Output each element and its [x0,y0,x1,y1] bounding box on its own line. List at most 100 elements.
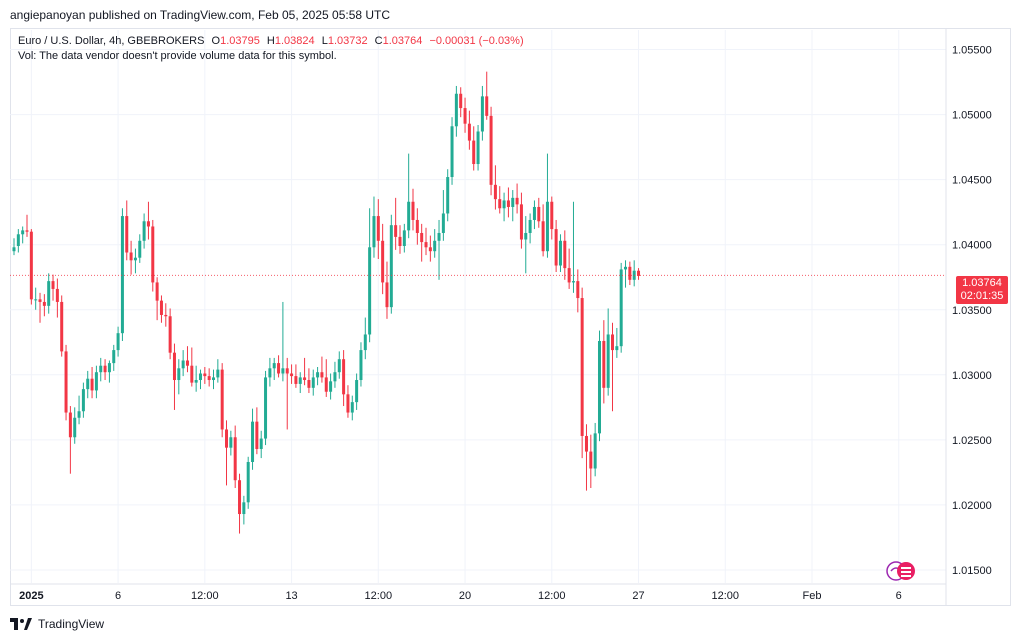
candle [107,360,111,383]
candle-body [606,334,610,388]
candle-body [424,242,428,248]
candle [177,359,181,395]
candle-body [433,240,437,252]
candle [550,196,554,240]
candle-body [350,402,354,413]
candle-body [12,247,16,252]
candle [142,213,146,249]
flags-badge-icon[interactable] [886,558,920,584]
candle [519,192,523,249]
candle [584,424,588,491]
candle [198,369,202,390]
candle [611,322,615,412]
last-price-value: 1.03764 [962,277,1002,289]
candle-body [207,376,211,381]
candle [190,347,194,387]
candle [138,234,142,263]
candle [563,230,567,280]
candle [316,367,320,386]
y-tick-label: 1.04000 [952,240,992,252]
candle-body [146,221,150,227]
candle [628,261,632,286]
candle-body [493,184,497,200]
candle [116,326,120,357]
candle-body [68,412,72,438]
candle [42,294,46,317]
candle-body [129,252,133,261]
candle-body [203,373,207,377]
candle-body [628,266,632,280]
candle-body [537,206,541,222]
candle-body [389,225,393,308]
candle-body [155,282,159,301]
candle [576,269,580,313]
candle [203,367,207,384]
candle [502,192,506,222]
candle [580,287,584,459]
candle-body [446,177,450,214]
chart-frame[interactable] [10,28,1011,606]
candle-body [463,108,467,124]
candle-body [593,433,597,469]
candle-body [355,380,359,403]
candle [112,344,116,371]
candle-body [602,340,606,388]
candle-body [584,435,588,452]
candle-body [459,93,463,109]
candle-body [554,229,558,266]
candle-body [112,350,116,364]
x-tick-label: 2025 [19,590,43,602]
x-tick-label: 12:00 [712,590,740,602]
change-value: −0.00031 (−0.03%) [429,35,524,47]
candle-body [90,378,94,391]
candle-body [316,372,320,378]
candle-body [185,360,189,366]
candles [12,71,641,534]
candle-body [563,240,567,269]
candle [21,226,25,244]
x-tick-label: 12:00 [365,590,393,602]
candle-body [190,365,194,383]
candle-body [47,281,51,306]
candle [212,369,216,390]
tradingview-logo-icon [10,618,32,630]
candle [511,190,515,222]
candle-body [398,236,402,246]
candle-body [441,213,445,233]
candle [324,359,328,397]
close-value: 1.03764 [382,35,423,47]
candle-body [402,230,406,246]
candle [450,117,454,185]
candle [168,308,172,360]
candle-body [25,230,29,232]
candle [571,201,575,293]
candle-body [363,334,367,351]
candle [60,295,64,357]
candle-body [194,380,198,383]
candle-body [368,247,372,335]
candle [459,87,463,118]
candle [294,364,298,388]
candle-body [303,377,307,381]
candle [637,268,641,280]
candle [472,126,476,171]
footer-branding: TradingView [10,617,104,631]
candle [68,406,72,474]
candle [467,110,471,150]
x-tick-label: 27 [632,590,644,602]
candle [394,197,398,250]
candle-body [99,365,103,373]
candle [558,234,562,273]
candle-body [233,437,237,481]
candle [485,71,489,120]
candle [220,363,224,438]
candle-body [329,381,333,392]
candle [277,355,281,378]
y-tick-label: 1.03000 [952,370,992,382]
candle [90,367,94,399]
candle [307,368,311,394]
candle [329,373,333,400]
candle-body [545,201,549,252]
candle [125,200,129,261]
